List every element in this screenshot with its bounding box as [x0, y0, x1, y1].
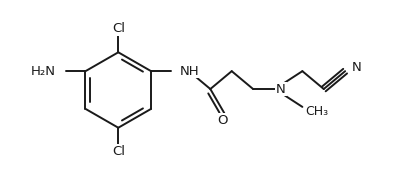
Text: N: N: [275, 82, 285, 95]
Text: N: N: [351, 61, 361, 74]
Text: O: O: [216, 114, 227, 127]
Text: H₂N: H₂N: [31, 65, 56, 78]
Text: CH₃: CH₃: [305, 105, 328, 118]
Text: Cl: Cl: [112, 145, 124, 158]
Text: Cl: Cl: [112, 22, 124, 35]
Text: NH: NH: [180, 65, 199, 78]
